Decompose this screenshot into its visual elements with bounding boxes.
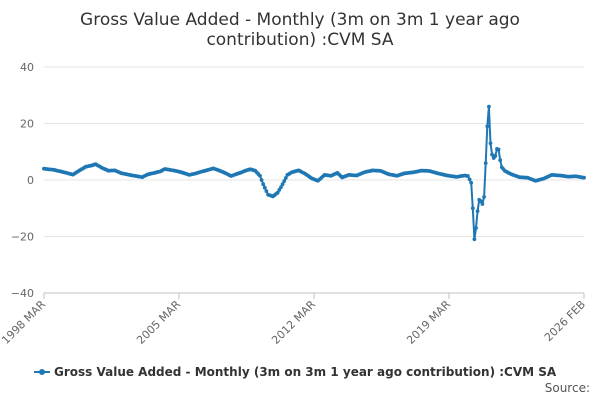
x-axis-tick-labels: 1998 MAR 2005 MAR 2012 MAR 2019 MAR 2026 FEB [0,298,588,347]
data-point[interactable] [280,182,285,187]
chart-title-line-2: contribution) :CVM SA [206,30,393,50]
data-point[interactable] [262,185,267,190]
y-tick-label: −40 [11,287,34,300]
chart-series [42,104,586,242]
data-point[interactable] [496,147,501,152]
chart-title: Gross Value Added - Monthly (3m on 3m 1 … [80,10,520,50]
x-tick-label: 2026 FEB [542,298,588,344]
data-point[interactable] [474,226,478,230]
y-tick-label: 20 [20,118,34,131]
y-tick-label: 0 [27,174,34,187]
data-point[interactable] [488,141,493,146]
chart-axes [43,292,585,299]
data-point[interactable] [259,178,264,182]
x-tick-label: 2019 MAR [404,298,453,347]
legend-swatch-marker [39,369,45,375]
series-markers [42,104,586,242]
chart-title-line-1: Gross Value Added - Monthly (3m on 3m 1 … [80,10,520,30]
data-point[interactable] [487,104,491,109]
data-point[interactable] [469,180,474,185]
data-point[interactable] [493,154,498,158]
data-point[interactable] [277,188,282,192]
data-point[interactable] [279,185,283,190]
data-point[interactable] [478,199,483,204]
data-point[interactable] [472,237,477,242]
data-point[interactable] [275,190,280,195]
data-point[interactable] [480,202,485,206]
y-tick-label: 40 [20,61,34,74]
legend-label: Gross Value Added - Monthly (3m on 3m 1 … [54,365,557,379]
data-point[interactable] [466,174,470,178]
data-point[interactable] [485,124,490,129]
data-point[interactable] [582,175,586,180]
y-axis-tick-labels: 40 20 0 −20 −40 [11,61,34,300]
data-point[interactable] [482,195,486,199]
data-point[interactable] [282,179,287,184]
data-point[interactable] [483,161,488,166]
data-point[interactable] [264,189,269,194]
data-point[interactable] [283,176,288,180]
y-tick-label: −20 [11,231,34,244]
data-point[interactable] [475,209,480,214]
data-point[interactable] [258,173,262,178]
data-point[interactable] [467,177,472,182]
data-point[interactable] [490,152,494,157]
data-point[interactable] [261,182,266,187]
data-point[interactable] [470,206,475,211]
x-tick-label: 1998 MAR [0,298,48,347]
chart-source: Source: [545,381,590,395]
chart-gridlines [44,66,584,237]
x-tick-label: 2012 MAR [269,298,318,347]
data-point[interactable] [498,158,503,163]
chart-legend[interactable]: Gross Value Added - Monthly (3m on 3m 1 … [34,365,557,379]
x-tick-label: 2005 MAR [134,298,183,347]
